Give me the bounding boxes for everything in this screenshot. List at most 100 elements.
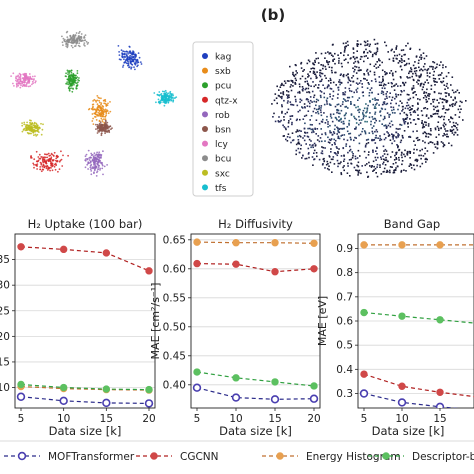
series-line — [196, 241, 315, 244]
plot-frame — [357, 233, 474, 409]
plot-frame — [14, 233, 156, 409]
x-tick-label: 5 — [361, 413, 368, 425]
data-point — [17, 380, 25, 389]
x-tick-label: 15 — [268, 413, 281, 425]
data-point — [232, 239, 240, 247]
y-tick-label: 20 — [0, 331, 10, 343]
data-point — [309, 394, 319, 403]
line-charts: 10 15 20 25 30 35 5 10 15 20 H₂ Uptake (100 bar) Da… — [0, 217, 474, 438]
legend-label: Descriptor-based ML — [412, 451, 474, 463]
tsne-cluster-tfs — [153, 89, 178, 107]
data-point — [145, 267, 153, 275]
data-point — [59, 396, 68, 406]
series-line — [363, 311, 474, 324]
series-line — [363, 392, 460, 408]
legend-label: MOFTransformer — [48, 451, 135, 463]
y-tick-label: 25 — [0, 305, 10, 317]
legend-item-descriptor: Descriptor-based ML — [368, 451, 474, 463]
legend-marker — [202, 82, 208, 89]
tsne-cluster-pcu — [64, 69, 80, 93]
legend-label: tfs — [215, 184, 227, 194]
data-point — [192, 383, 202, 392]
legend-label: bcu — [215, 155, 231, 165]
x-axis-label: Data size [k] — [372, 424, 445, 438]
tsne-cluster-qtz-x — [30, 150, 69, 173]
series-mof — [16, 392, 154, 408]
series-line — [20, 396, 150, 404]
data-point — [16, 392, 26, 401]
legend-label: Energy Histogram — [306, 451, 401, 463]
chart-title: Band Gap — [384, 217, 440, 231]
data-point — [310, 382, 318, 390]
legend-item-cgcnn: CGCNN — [136, 451, 219, 463]
y-tick-label: 0.50 — [163, 321, 186, 333]
series-cgcnn — [360, 370, 474, 398]
tsne-scatter — [10, 30, 178, 177]
chart-1: 10 15 20 25 30 35 5 10 15 20 H₂ Uptake (100 bar) Da… — [0, 217, 156, 438]
data-point — [59, 383, 68, 392]
legend-label: bsn — [215, 126, 231, 136]
y-tick-label: 0.65 — [163, 234, 186, 246]
y-axis-label: MAE [cm²/s⁻¹] — [149, 283, 162, 360]
data-point — [144, 399, 154, 408]
legend-label: rob — [215, 111, 230, 121]
data-point — [193, 238, 201, 246]
series-line — [20, 383, 150, 391]
series-descriptor — [193, 368, 318, 390]
series-cgcnn — [17, 243, 153, 275]
y-tick-label: 0.60 — [163, 263, 186, 275]
data-point — [398, 312, 406, 320]
x-tick-label: 20 — [142, 413, 155, 425]
series-mof — [192, 383, 319, 404]
data-point — [232, 374, 240, 382]
y-tick-label: 0.55 — [163, 292, 186, 304]
data-point — [310, 265, 318, 273]
data-point — [102, 385, 111, 393]
legend-marker — [202, 126, 208, 132]
data-point — [102, 249, 111, 257]
data-point — [271, 268, 279, 276]
data-point — [382, 452, 390, 460]
y-tick-label: 10 — [0, 382, 10, 394]
data-point — [436, 316, 444, 324]
y-tick-label: 35 — [0, 254, 10, 266]
chart-2: 0.40 0.45 0.50 0.55 0.60 0.65 5 10 15 20 H₂ Diffus… — [149, 217, 321, 438]
data-point — [397, 398, 407, 407]
legend-marker — [202, 67, 208, 74]
data-point — [398, 241, 406, 249]
legend-marker — [202, 140, 208, 147]
legend-item-energy: Energy Histogram — [262, 451, 401, 463]
y-tick-label: 30 — [0, 280, 10, 292]
topology-legend-item: sxc — [202, 169, 230, 179]
data-point — [398, 382, 406, 390]
chart-title: H₂ Uptake (100 bar) — [28, 217, 143, 231]
legend-label: CGCNN — [180, 451, 219, 463]
x-tick-label: 20 — [307, 413, 320, 425]
legend-marker — [202, 155, 208, 162]
series-descriptor — [17, 380, 153, 394]
series-group — [16, 243, 154, 408]
data-point — [360, 308, 368, 317]
method-legend: MOFTransformer CGCNN Energy Histogram Descr… — [0, 440, 474, 463]
data-point — [193, 259, 201, 268]
y-tick-label: 0.9 — [336, 243, 353, 255]
tsne-cluster-lcy — [10, 72, 37, 89]
x-axis-label: Data size [k] — [219, 424, 292, 438]
legend-marker — [202, 184, 208, 191]
data-point — [232, 260, 240, 268]
data-point — [436, 241, 444, 249]
x-tick-label: 5 — [18, 413, 25, 425]
legend-marker — [202, 169, 208, 176]
series-mof — [359, 389, 460, 408]
legend-marker — [202, 96, 208, 103]
y-tick-label: 0.3 — [336, 388, 353, 400]
series-line — [20, 246, 150, 272]
chart-3: 0.3 0.4 0.5 0.6 0.7 0.8 0.9 5 10 15 Band Gap Data s… — [316, 217, 474, 438]
y-tick-label: 0.6 — [336, 316, 353, 328]
legend-label: lcy — [215, 140, 228, 150]
series-group — [359, 241, 474, 408]
x-axis-label: Data size [k] — [49, 424, 122, 438]
y-tick-label: 0.5 — [336, 340, 353, 352]
plot-frame — [190, 233, 321, 409]
